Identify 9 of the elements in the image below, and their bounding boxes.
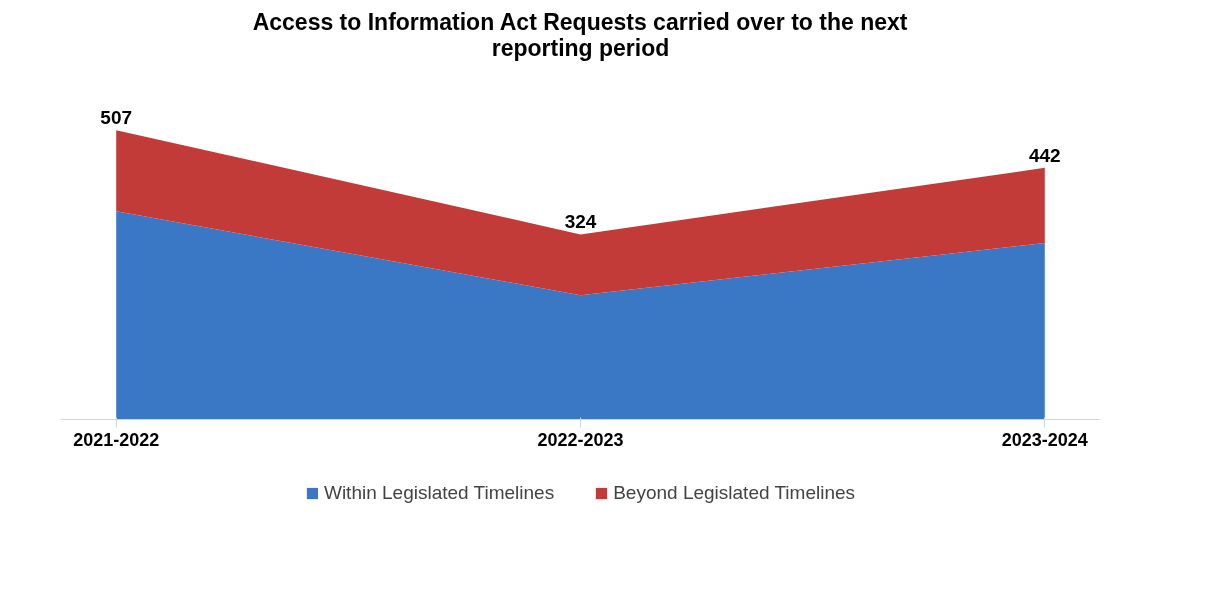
chart-title: Access to Information Act Requests carried over to the next reporting period [252,8,908,61]
legend-label: Within Legislated Timelines [323,482,555,504]
legend-label: Beyond Legislated Timelines [613,482,856,504]
annotation: 442 [1028,144,1061,166]
annotation: 507 [100,107,133,129]
x-tick-label: 2023-2024 [1001,429,1088,450]
x-tick-label: 2022-2023 [537,429,624,450]
x-tick-label: 2021-2022 [73,429,160,450]
annotation: 324 [564,211,597,233]
